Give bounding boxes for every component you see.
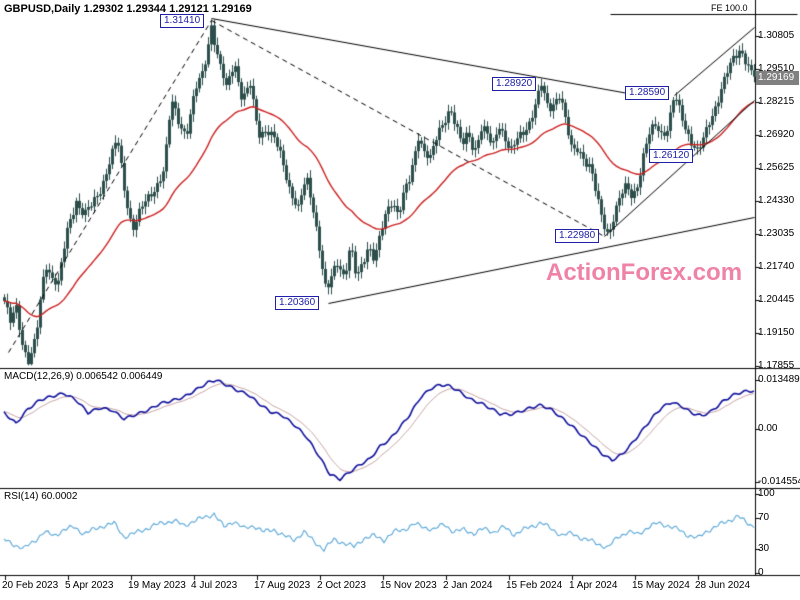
time-axis-label: 5 Apr 2023 bbox=[65, 580, 114, 591]
price-level-label[interactable]: 1.20360 bbox=[275, 296, 320, 310]
price-axis-tick-label: 1.23035 bbox=[758, 228, 795, 239]
price-axis-tick-label: 1.21740 bbox=[758, 261, 795, 272]
time-axis-label: 28 Jun 2024 bbox=[695, 580, 751, 591]
time-axis-label: 1 Apr 2024 bbox=[569, 580, 618, 591]
price-level-label[interactable]: 1.26120 bbox=[649, 149, 694, 163]
time-axis-label: 15 Nov 2023 bbox=[380, 580, 437, 591]
watermark: ActionForex.com bbox=[546, 259, 743, 286]
fib-expansion-label[interactable]: FE 100.0 bbox=[711, 3, 748, 13]
macd-indicator-label: MACD(12,26,9) 0.006542 0.006449 bbox=[4, 371, 163, 382]
price-axis-tick-label: 1.30805 bbox=[758, 30, 795, 41]
symbol-title: GBPUSD,Daily 1.29302 1.29344 1.29121 1.2… bbox=[4, 3, 252, 15]
rsi-axis-tick-label: 100 bbox=[758, 488, 775, 499]
price-axis-tick-label: 1.20445 bbox=[758, 294, 795, 305]
time-axis-label: 15 May 2024 bbox=[632, 580, 690, 591]
time-axis-label: 19 May 2023 bbox=[128, 580, 186, 591]
price-axis-tick-label: 1.19150 bbox=[758, 327, 795, 338]
rsi-axis-tick-label: 0 bbox=[758, 567, 764, 578]
rsi-axis-tick-label: 30 bbox=[758, 543, 770, 554]
price-axis-tick-label: 1.25625 bbox=[758, 162, 795, 173]
rsi-axis-tick-label: 70 bbox=[758, 512, 770, 523]
time-axis-label: 17 Aug 2023 bbox=[254, 580, 311, 591]
price-axis-tick-label: 1.26920 bbox=[758, 129, 795, 140]
price-axis-tick-label: 1.29510 bbox=[758, 63, 795, 74]
time-axis-label: 15 Feb 2024 bbox=[506, 580, 563, 591]
time-axis-label: 2 Jan 2024 bbox=[443, 580, 493, 591]
last-price-tag: 1.29169 bbox=[756, 71, 799, 85]
time-axis-label: 2 Oct 2023 bbox=[317, 580, 366, 591]
macd-axis-tick-label: -0.014554 bbox=[758, 476, 800, 487]
price-level-label[interactable]: 1.28590 bbox=[625, 86, 670, 100]
price-axis-tick-label: 1.17855 bbox=[758, 360, 795, 371]
macd-axis-tick-label: 0.013489 bbox=[758, 374, 800, 385]
rsi-indicator-label: RSI(14) 60.0002 bbox=[4, 491, 78, 502]
macd-axis-tick-label: 0.00 bbox=[758, 423, 778, 434]
time-axis-label: 20 Feb 2023 bbox=[2, 580, 59, 591]
price-axis-tick-label: 1.28215 bbox=[758, 96, 795, 107]
price-level-label[interactable]: 1.22980 bbox=[555, 229, 600, 243]
time-axis-label: 4 Jul 2023 bbox=[191, 580, 238, 591]
price-level-label[interactable]: 1.31410 bbox=[160, 14, 205, 28]
price-axis-tick-label: 1.24330 bbox=[758, 195, 795, 206]
price-level-label[interactable]: 1.28920 bbox=[492, 77, 537, 91]
